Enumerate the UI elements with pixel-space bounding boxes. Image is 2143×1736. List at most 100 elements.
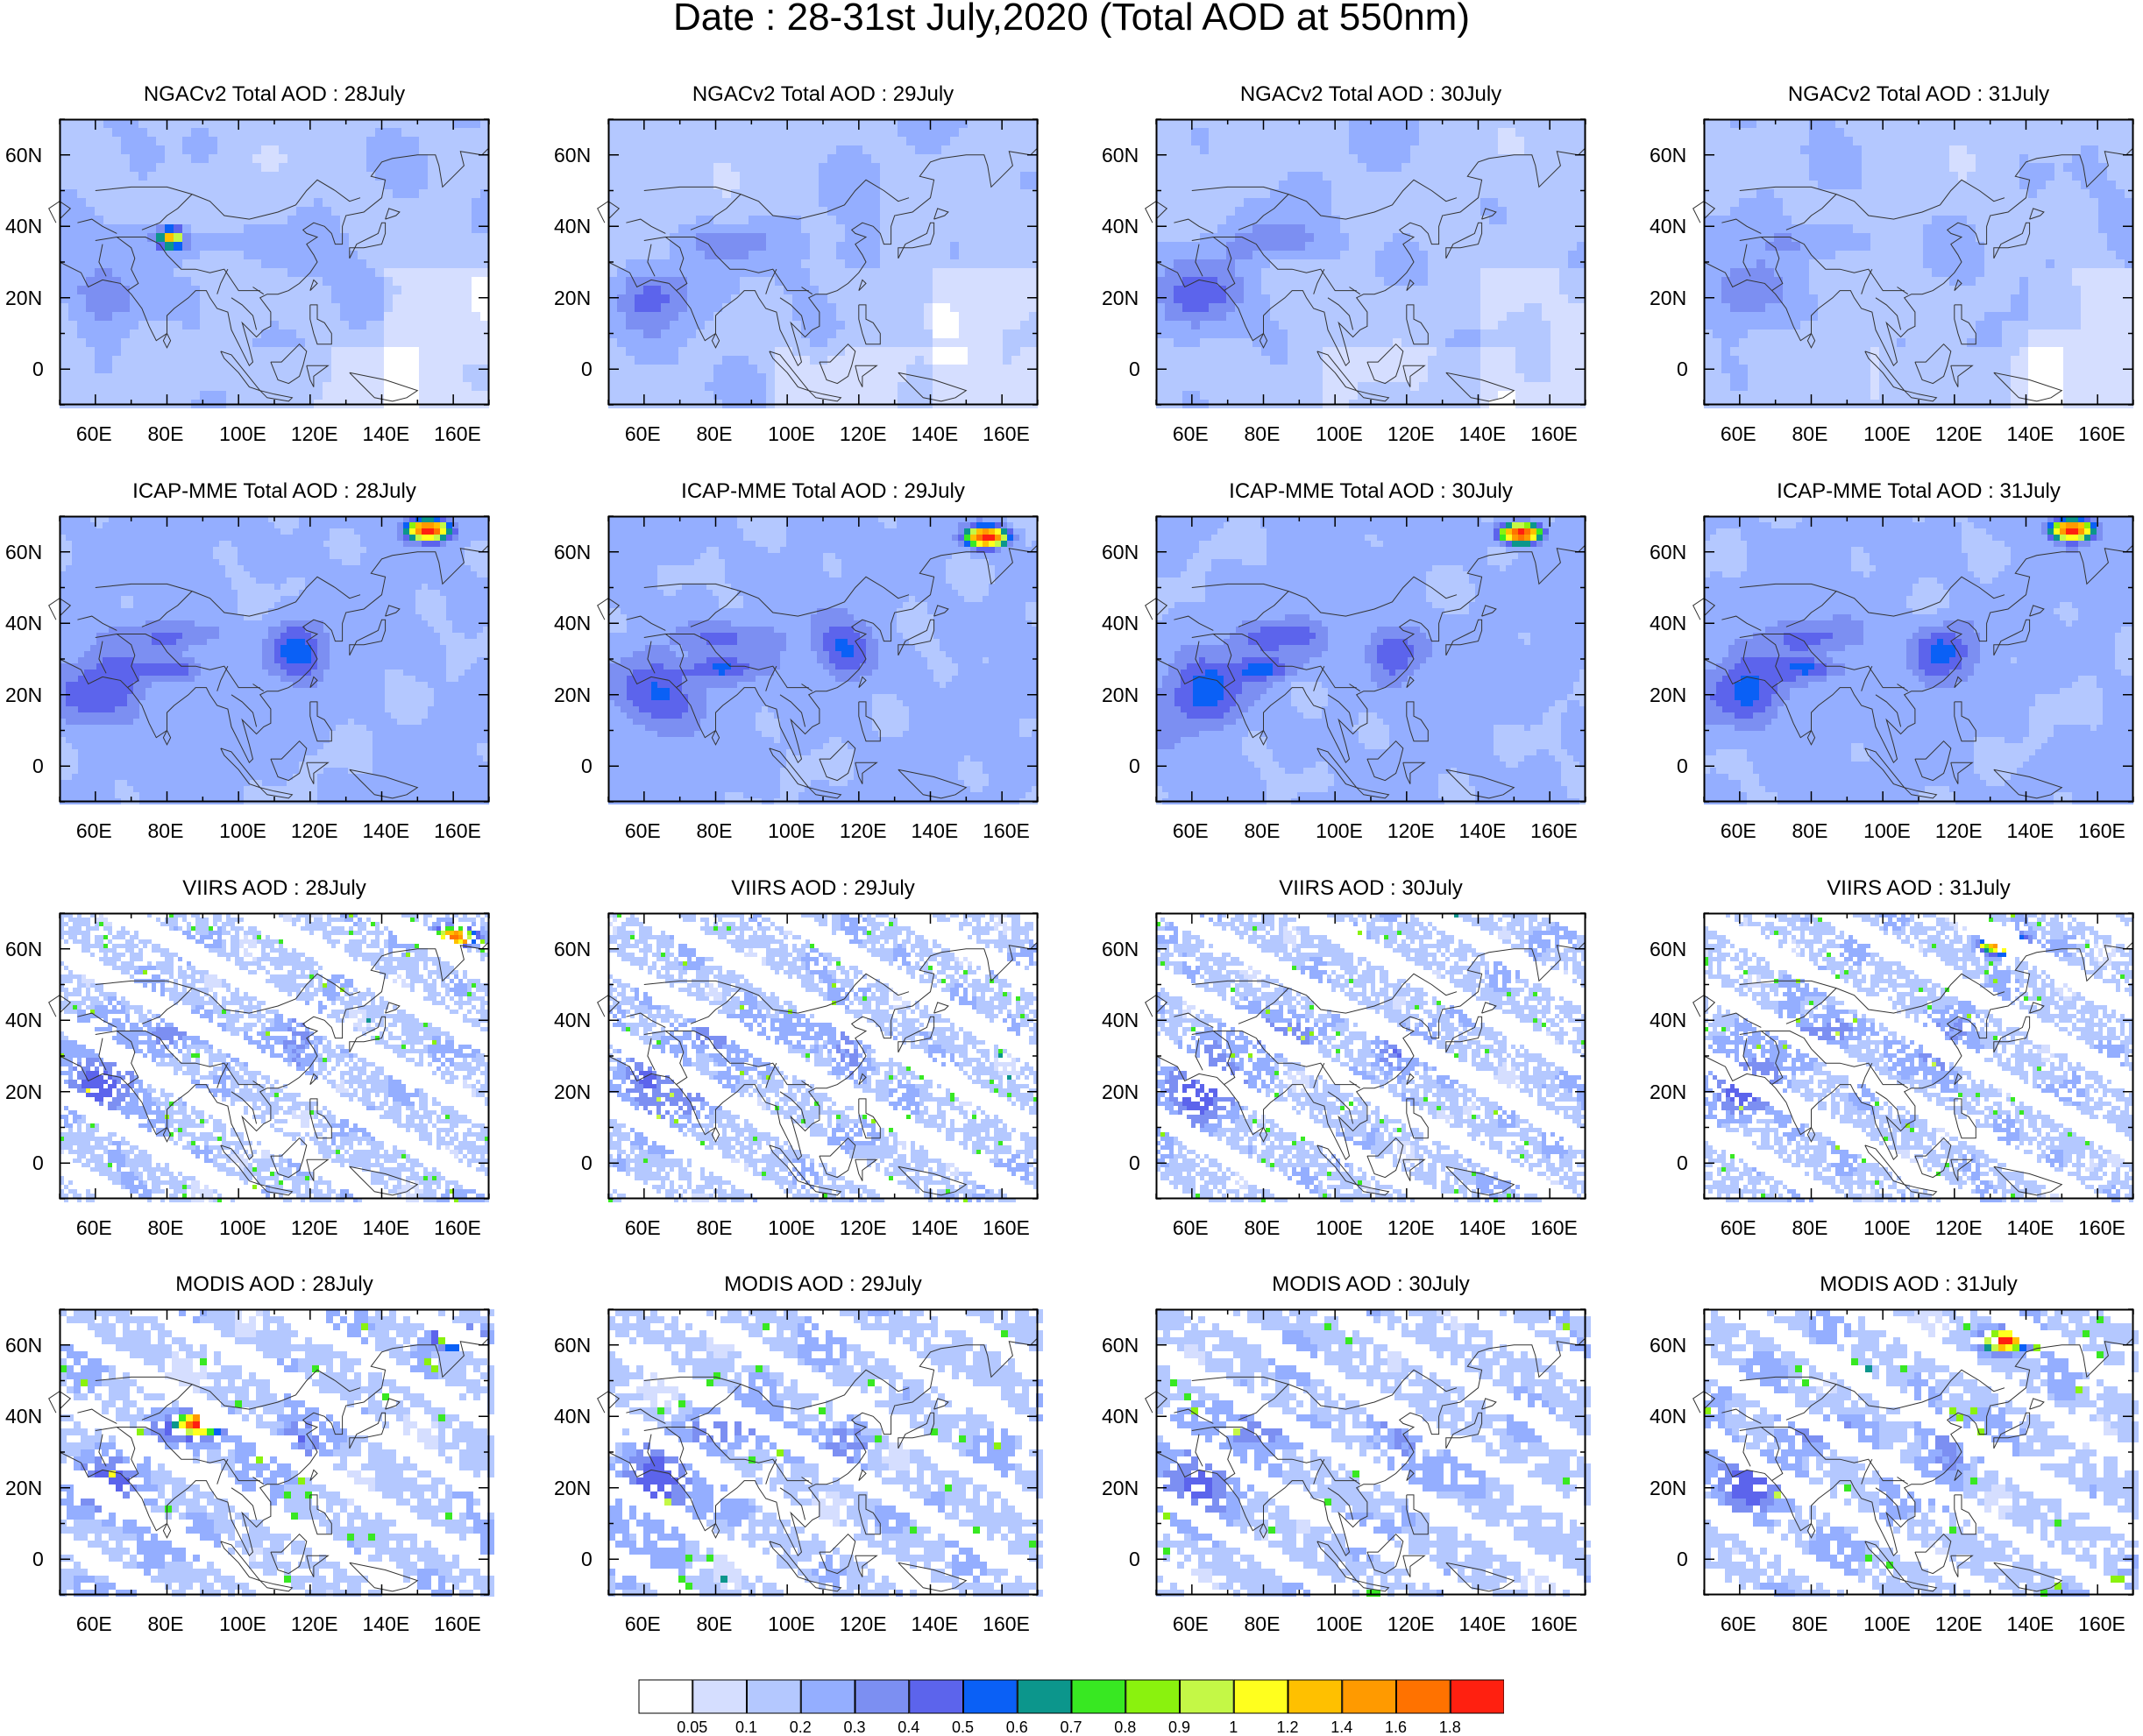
panel-title: MODIS AOD : 28July [60, 1272, 489, 1297]
x-tick-label: 160E [434, 1612, 481, 1635]
y-tick-label: 20N [1102, 1477, 1139, 1499]
x-tick-label: 80E [697, 1216, 733, 1239]
colorbar-label: 0.05 [677, 1718, 707, 1736]
x-tick-label: 120E [840, 1216, 887, 1239]
x-tick-label: 60E [1173, 422, 1209, 445]
panel-title: NGACv2 Total AOD : 28July [60, 82, 489, 107]
x-tick-label: 60E [625, 422, 661, 445]
y-tick-label: 40N [1650, 612, 1686, 634]
y-tick-label: 0 [32, 358, 44, 380]
y-tick-label: 60N [5, 1334, 42, 1357]
y-tick-label: 20N [5, 1081, 42, 1103]
y-tick-label: 0 [32, 1151, 44, 1174]
x-tick-label: 100E [768, 819, 815, 842]
x-tick-label: 120E [840, 819, 887, 842]
y-tick-label: 40N [5, 1009, 42, 1031]
panel-title: VIIRS AOD : 30July [1156, 876, 1586, 901]
panel-title: MODIS AOD : 29July [608, 1272, 1038, 1297]
x-tick-label: 160E [434, 1216, 481, 1239]
x-tick-label: 160E [2078, 1216, 2125, 1239]
x-tick-label: 160E [983, 422, 1030, 445]
aod-field [1704, 516, 2133, 804]
x-tick-label: 100E [219, 422, 266, 445]
colorbar-swatch [1234, 1680, 1288, 1713]
x-tick-label: 100E [768, 1612, 815, 1635]
y-tick-label: 0 [1677, 755, 1688, 777]
aod-field [1704, 119, 2133, 408]
y-tick-label: 40N [1650, 1405, 1686, 1428]
x-tick-label: 140E [912, 819, 959, 842]
y-tick-label: 0 [581, 1151, 593, 1174]
x-tick-label: 120E [291, 1612, 338, 1635]
map-panel [608, 119, 1038, 405]
y-tick-label: 20N [554, 684, 591, 706]
y-tick-label: 60N [1102, 1334, 1139, 1357]
x-tick-label: 80E [1245, 819, 1281, 842]
y-tick-label: 20N [1102, 1081, 1139, 1103]
colorbar-label: 0.9 [1168, 1718, 1190, 1736]
x-tick-label: 140E [2007, 819, 2054, 842]
x-tick-label: 80E [697, 422, 733, 445]
map-panel [1704, 516, 2133, 802]
x-tick-label: 80E [697, 819, 733, 842]
colorbar-swatch [1288, 1680, 1342, 1713]
x-tick-label: 140E [363, 1612, 410, 1635]
colorbar-swatch [693, 1680, 747, 1713]
x-tick-label: 80E [1792, 1612, 1828, 1635]
x-tick-label: 60E [1173, 1216, 1209, 1239]
x-tick-label: 60E [1721, 819, 1756, 842]
colorbar-label: 0.8 [1114, 1718, 1136, 1736]
x-tick-label: 160E [983, 1612, 1030, 1635]
colorbar-swatch [1018, 1680, 1071, 1713]
colorbar-label: 1.6 [1385, 1718, 1407, 1736]
x-tick-label: 60E [1173, 1612, 1209, 1635]
x-tick-label: 100E [1863, 422, 1911, 445]
colorbar-swatch [1181, 1680, 1234, 1713]
x-tick-label: 140E [363, 422, 410, 445]
map-panel [608, 1309, 1038, 1595]
x-tick-label: 80E [148, 422, 184, 445]
y-tick-label: 40N [1102, 215, 1139, 237]
x-tick-label: 100E [768, 1216, 815, 1239]
y-tick-label: 0 [32, 1548, 44, 1570]
x-tick-label: 80E [1792, 422, 1828, 445]
y-tick-label: 60N [1650, 938, 1686, 960]
x-tick-label: 100E [1863, 1216, 1911, 1239]
colorbar-swatch [1397, 1680, 1451, 1713]
x-tick-label: 60E [1721, 1216, 1756, 1239]
x-tick-label: 120E [1935, 1216, 1983, 1239]
x-tick-label: 100E [1316, 1612, 1363, 1635]
x-tick-label: 120E [291, 1216, 338, 1239]
y-tick-label: 40N [1102, 1009, 1139, 1031]
colorbar [638, 1679, 1504, 1714]
x-tick-label: 100E [1863, 1612, 1911, 1635]
panel-title: VIIRS AOD : 31July [1704, 876, 2133, 901]
x-tick-label: 140E [1459, 422, 1507, 445]
colorbar-label: 0.2 [790, 1718, 812, 1736]
map-panel [1704, 1309, 2133, 1595]
panel-title: NGACv2 Total AOD : 29July [608, 82, 1038, 107]
x-tick-label: 140E [363, 819, 410, 842]
panel-title: ICAP-MME Total AOD : 29July [608, 479, 1038, 504]
y-tick-label: 60N [554, 938, 591, 960]
y-tick-label: 60N [5, 938, 42, 960]
x-tick-label: 140E [363, 1216, 410, 1239]
x-tick-label: 120E [840, 1612, 887, 1635]
map-panel [608, 913, 1038, 1199]
y-tick-label: 40N [554, 1405, 591, 1428]
x-tick-label: 160E [1530, 422, 1578, 445]
x-tick-label: 120E [1387, 819, 1435, 842]
panel-title: NGACv2 Total AOD : 31July [1704, 82, 2133, 107]
x-tick-label: 140E [2007, 422, 2054, 445]
x-tick-label: 60E [625, 819, 661, 842]
y-tick-label: 20N [554, 1477, 591, 1499]
colorbar-label: 0.3 [843, 1718, 865, 1736]
colorbar-label: 0.5 [952, 1718, 974, 1736]
x-tick-label: 100E [1863, 819, 1911, 842]
aod-field [60, 516, 489, 804]
y-tick-label: 20N [5, 684, 42, 706]
aod-field [1156, 119, 1586, 408]
map-panel [60, 516, 489, 802]
map-panel [60, 913, 489, 1199]
y-tick-label: 60N [1102, 541, 1139, 563]
